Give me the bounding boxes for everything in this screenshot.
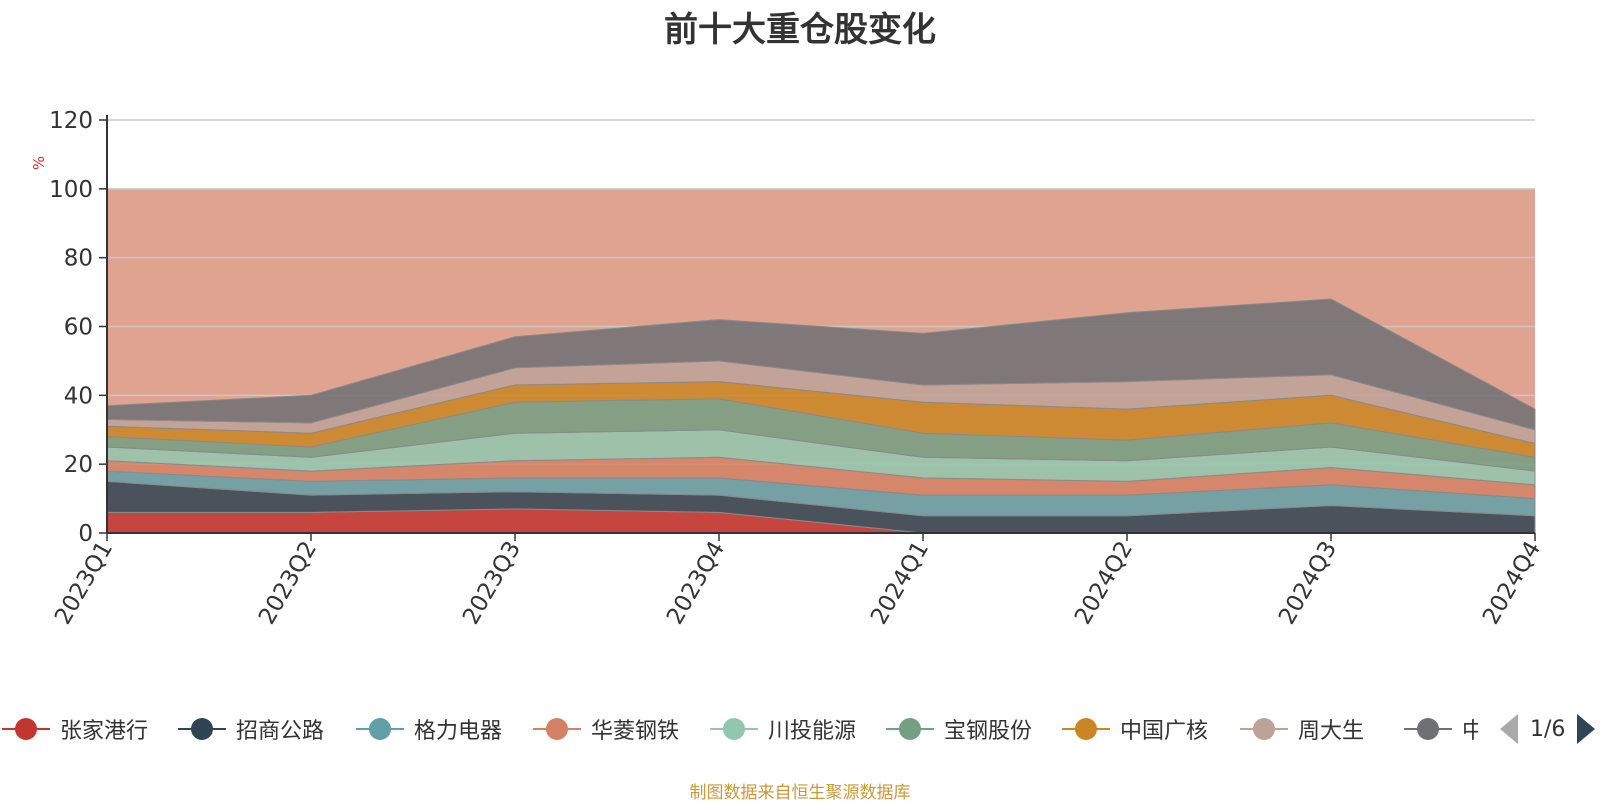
legend-marker-icon — [1404, 712, 1452, 746]
legend-marker-icon — [2, 712, 50, 746]
x-tick-label: 2023Q1 — [50, 537, 118, 629]
y-tick-label: 120 — [49, 108, 93, 134]
legend-item[interactable]: 中国广核 — [1062, 712, 1208, 746]
legend-label: 中国神华 — [1462, 719, 1478, 744]
legend-item[interactable]: 华菱钢铁 — [533, 712, 679, 746]
legend-marker-icon — [1062, 712, 1110, 746]
y-tick-label: 100 — [49, 177, 93, 203]
legend-label: 华菱钢铁 — [591, 719, 680, 744]
legend-label: 张家港行 — [60, 719, 149, 744]
x-tick-label: 2024Q2 — [1070, 537, 1138, 629]
legend: 张家港行 招商公路 格力电器 华菱钢铁 川投能源 宝钢股份 中国广核 周大生 中国神华 — [0, 712, 1478, 746]
x-tick-label: 2023Q2 — [254, 537, 322, 629]
chart-title: 前十大重仓股变化 — [664, 10, 936, 50]
legend-marker-icon — [886, 712, 934, 746]
source-note: 制图数据来自恒生聚源数据库 — [689, 783, 911, 803]
legend-label: 格力电器 — [414, 719, 503, 744]
legend-item[interactable]: 周大生 — [1240, 712, 1364, 746]
legend-marker-icon — [1240, 712, 1288, 746]
legend-item[interactable]: 张家港行 — [2, 712, 148, 746]
legend-marker-icon — [356, 712, 404, 746]
y-tick-label: 80 — [64, 246, 93, 272]
chart-plot: 0 20 40 60 80 100 120% 2023Q1 2023Q2 2023Q3 2023Q4… — [30, 108, 1546, 629]
legend-item[interactable]: 格力电器 — [356, 712, 502, 746]
x-tick-label: 2023Q3 — [458, 537, 526, 629]
legend-pager: 1/6 — [1500, 712, 1596, 746]
pager-next-icon[interactable] — [1577, 714, 1596, 744]
y-tick-label: 60 — [64, 315, 93, 341]
series-area-9 — [106, 298, 1536, 431]
legend-label: 宝钢股份 — [944, 719, 1033, 744]
legend-label: 川投能源 — [768, 719, 857, 744]
legend-marker-icon — [710, 712, 758, 746]
x-tick-label: 2023Q4 — [662, 537, 730, 629]
legend-item[interactable]: 中国神华 — [1404, 712, 1478, 746]
y-tick-label: 40 — [64, 383, 93, 409]
y-axis-label: % — [30, 156, 48, 170]
legend-label: 招商公路 — [236, 719, 325, 744]
legend-item[interactable]: 招商公路 — [178, 712, 324, 746]
pager-text: 1/6 — [1530, 716, 1566, 742]
legend-label: 周大生 — [1298, 719, 1365, 744]
legend-item[interactable]: 宝钢股份 — [886, 712, 1032, 746]
pager-prev-icon[interactable] — [1500, 714, 1518, 744]
legend-marker-icon — [533, 712, 581, 746]
x-tick-label: 2024Q3 — [1274, 537, 1342, 629]
legend-item[interactable]: 川投能源 — [710, 712, 856, 746]
x-tick-label: 2024Q4 — [1478, 537, 1546, 629]
y-tick-label: 0 — [78, 521, 93, 547]
legend-label: 中国广核 — [1120, 719, 1209, 744]
legend-marker-icon — [178, 712, 226, 746]
x-tick-label: 2024Q1 — [866, 537, 934, 629]
y-tick-label: 20 — [64, 452, 93, 478]
